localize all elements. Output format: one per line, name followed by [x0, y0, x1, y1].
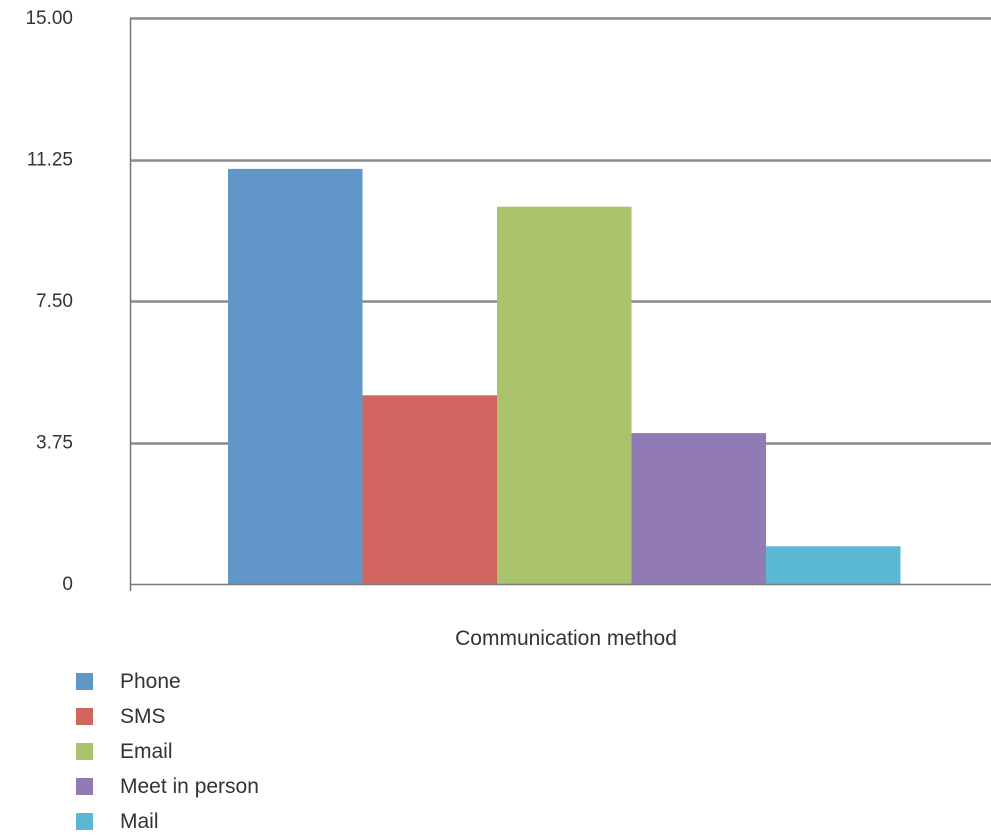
bars [228, 168, 901, 584]
legend-item: SMS [76, 699, 259, 734]
bar-mail [766, 546, 901, 584]
legend-item: Email [76, 734, 259, 769]
y-tick-label: 3.75 [36, 433, 73, 454]
legend-swatch [76, 673, 93, 690]
legend-swatch [76, 813, 93, 830]
y-tick-labels: 0 3.75 7.50 11.25 15.00 [25, 8, 73, 595]
legend-label: Meet in person [120, 775, 259, 798]
legend-item: Phone [76, 664, 259, 699]
legend-label: Phone [120, 670, 181, 693]
y-tick-label: 11.25 [27, 150, 73, 171]
legend-label: Email [120, 740, 173, 763]
legend-label: Mail [120, 810, 159, 833]
y-tick-label: 7.50 [36, 291, 73, 312]
bar-email [497, 206, 632, 584]
bar-phone [228, 168, 363, 584]
bar-chart: 0 3.75 7.50 11.25 15.00 Communication method [25, 8, 991, 650]
legend-item: Meet in person [76, 769, 259, 804]
axes [129, 18, 991, 591]
bar-meet-in-person [631, 433, 766, 584]
bar-sms [362, 395, 497, 584]
legend: Phone SMS Email Meet in person Mail [76, 664, 259, 839]
x-axis-title: Communication method [455, 627, 677, 650]
legend-swatch [76, 708, 93, 725]
legend-swatch [76, 778, 93, 795]
legend-label: SMS [120, 705, 166, 728]
legend-swatch [76, 743, 93, 760]
legend-item: Mail [76, 804, 259, 839]
y-tick-label: 15.00 [25, 8, 73, 29]
y-tick-label: 0 [62, 574, 73, 595]
